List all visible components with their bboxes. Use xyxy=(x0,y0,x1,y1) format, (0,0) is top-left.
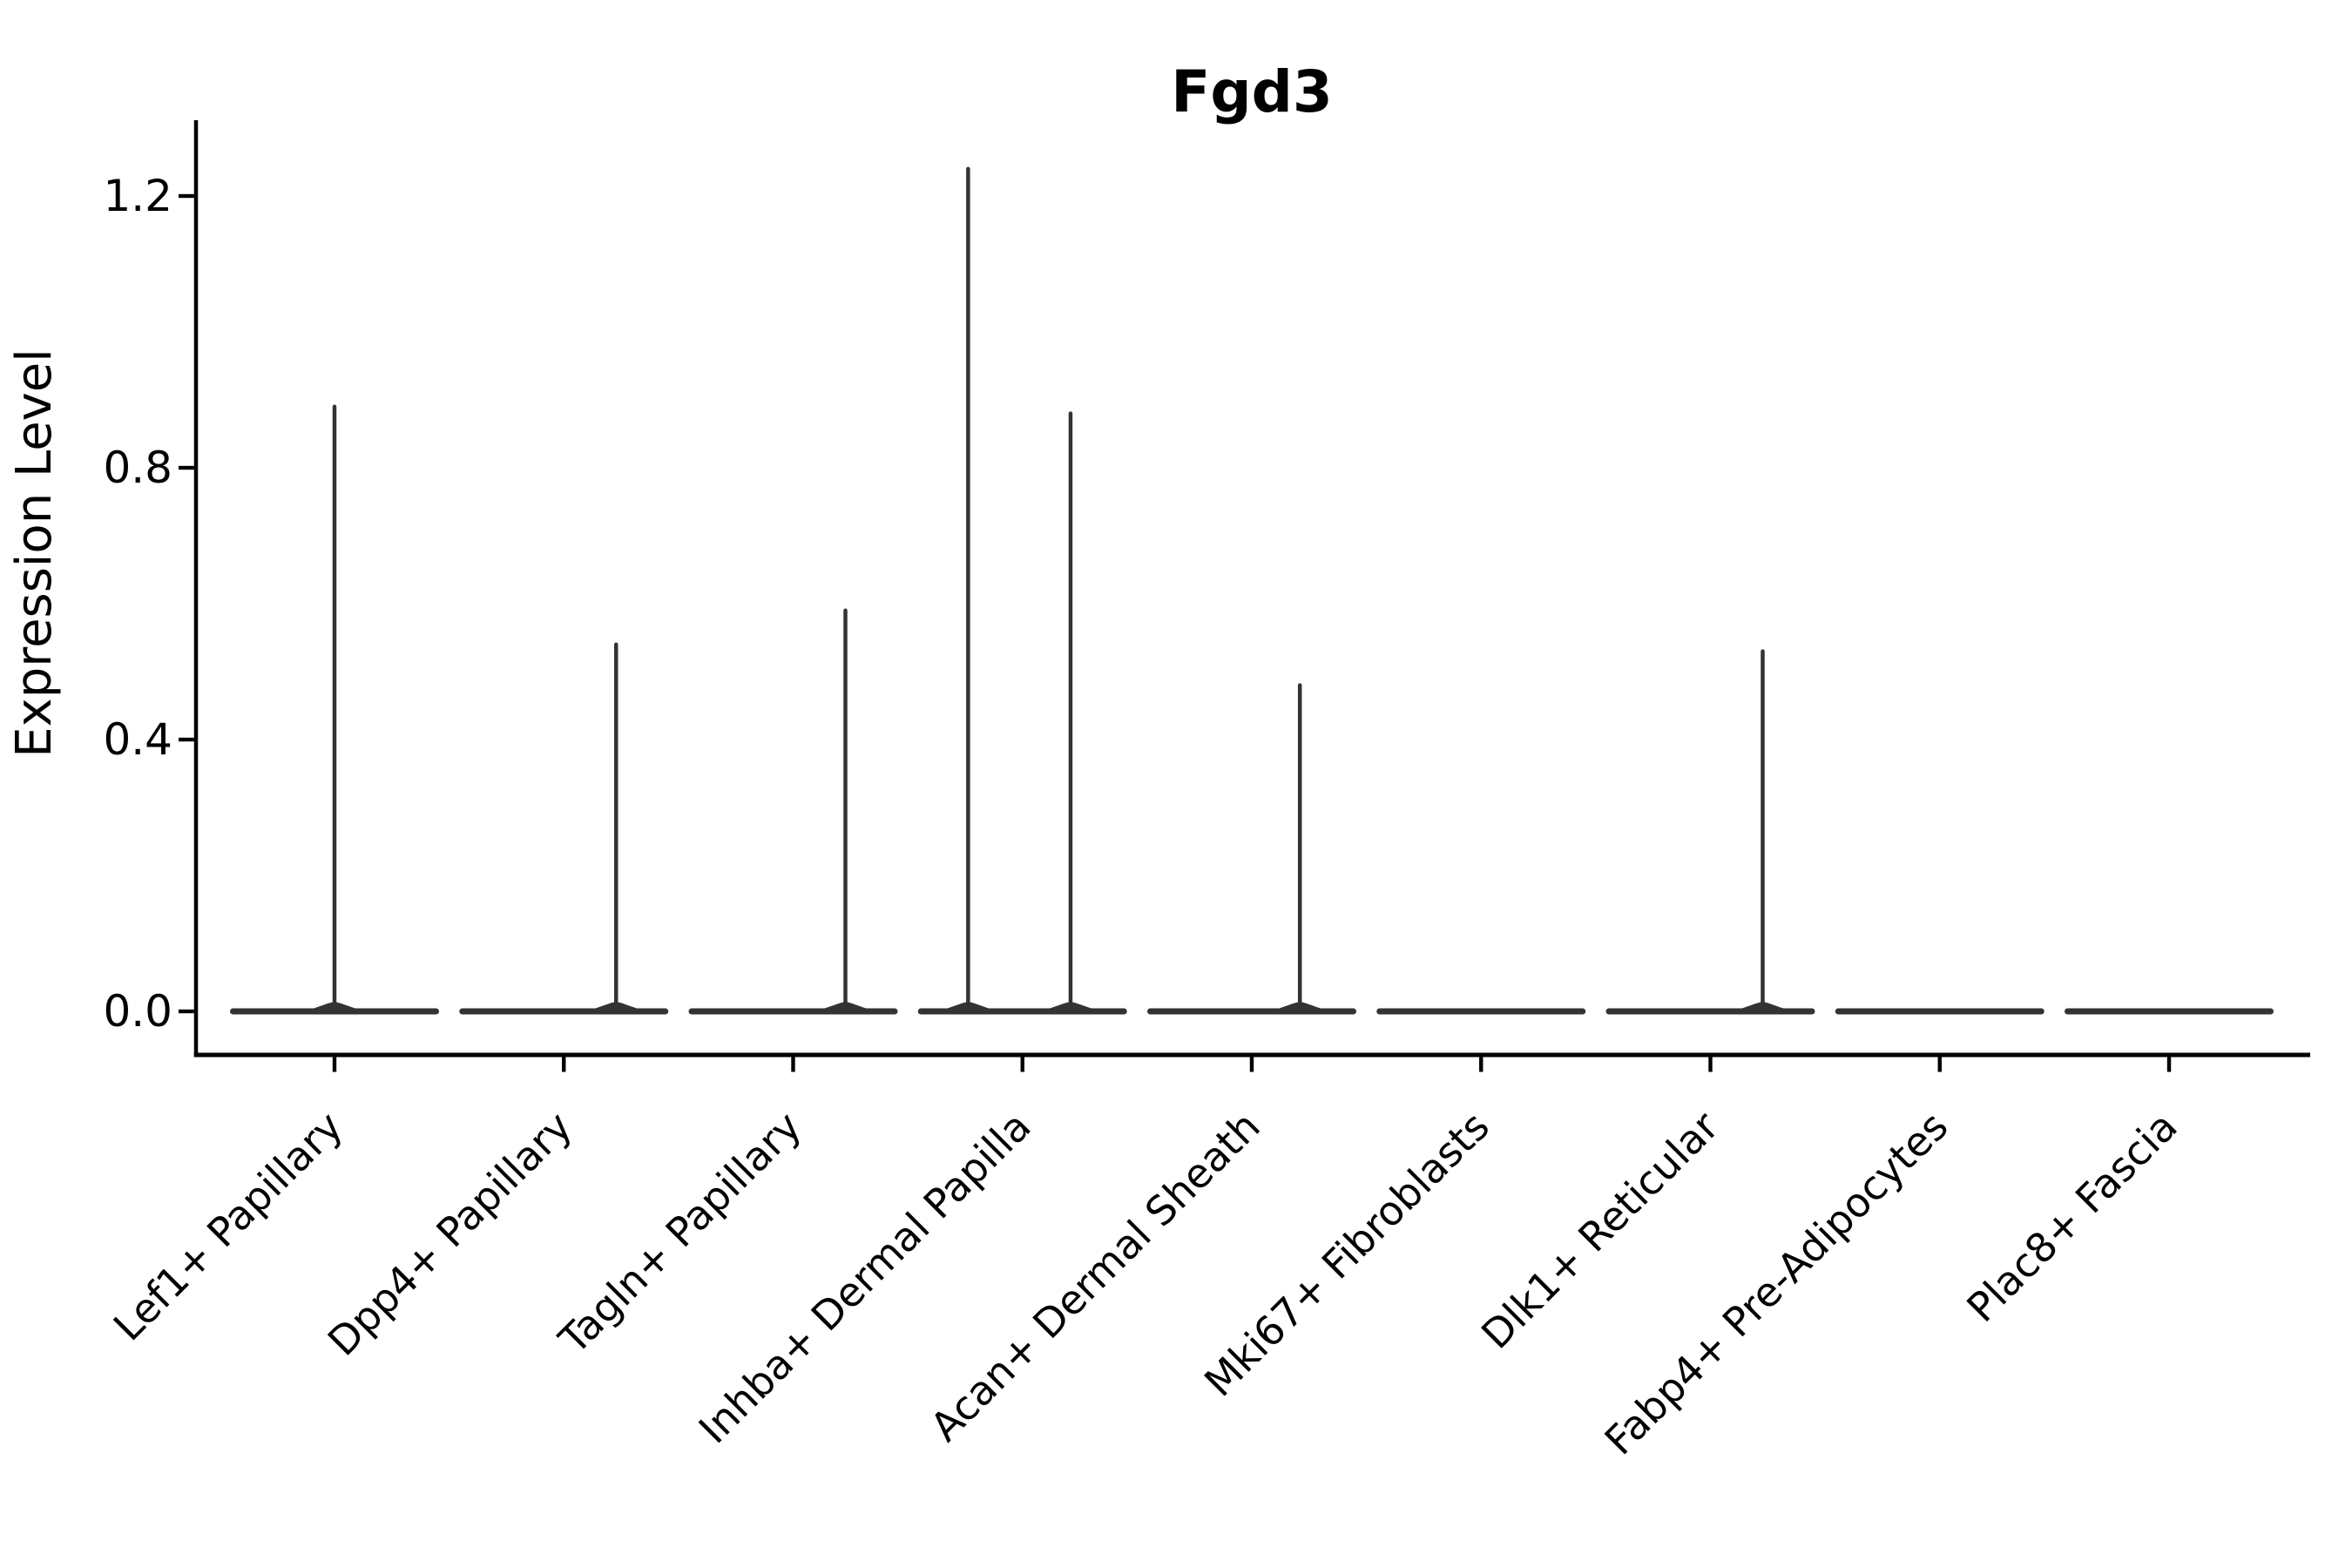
y-tick-label: 0.0 xyxy=(103,986,172,1037)
y-tick-mark xyxy=(179,737,194,742)
chart-title: Fgd3 xyxy=(1171,58,1333,125)
x-tick-mark xyxy=(1249,1057,1254,1072)
y-tick-label: 0.8 xyxy=(103,443,172,493)
x-tick-mark xyxy=(1937,1057,1942,1072)
x-tick-mark xyxy=(791,1057,795,1072)
x-tick-mark xyxy=(1708,1057,1713,1072)
violins-group xyxy=(230,166,2274,1015)
violin xyxy=(688,608,898,1015)
violin xyxy=(1147,683,1356,1015)
x-tick-label: Tagln+ Papillary xyxy=(550,1103,811,1364)
violin xyxy=(230,404,439,1015)
violin xyxy=(459,642,669,1015)
y-tick-mark xyxy=(179,193,194,199)
violin-body xyxy=(1835,1008,2044,1015)
x-tick-label: Dlk1+ Reticular xyxy=(1472,1103,1727,1358)
y-axis-spine xyxy=(193,120,199,1058)
y-tick-label: 1.2 xyxy=(103,171,172,221)
violin-body xyxy=(2065,1008,2274,1015)
x-tick-mark xyxy=(562,1057,566,1072)
x-tick-mark xyxy=(1020,1057,1024,1072)
y-axis-label: Expression Level xyxy=(6,348,63,758)
violin xyxy=(1605,649,1815,1015)
violin xyxy=(917,166,1127,1015)
x-tick-label: Lef1+ Papillary xyxy=(105,1103,352,1350)
x-axis-spine xyxy=(193,1052,2310,1058)
x-tick-label: Plac8+ Fascia xyxy=(1957,1103,2186,1331)
y-tick-label: 0.4 xyxy=(103,714,172,765)
y-tick-mark xyxy=(179,1009,194,1014)
x-tick-mark xyxy=(332,1057,337,1072)
violin-body xyxy=(1376,1008,1586,1015)
y-tick-mark xyxy=(179,465,194,470)
x-tick-label: Dpp4+ Papillary xyxy=(319,1103,581,1365)
violin xyxy=(1835,1008,2044,1015)
violin xyxy=(1376,1008,1586,1015)
violin xyxy=(2065,1008,2274,1015)
x-tick-mark xyxy=(1479,1057,1484,1072)
x-tick-mark xyxy=(2166,1057,2172,1072)
